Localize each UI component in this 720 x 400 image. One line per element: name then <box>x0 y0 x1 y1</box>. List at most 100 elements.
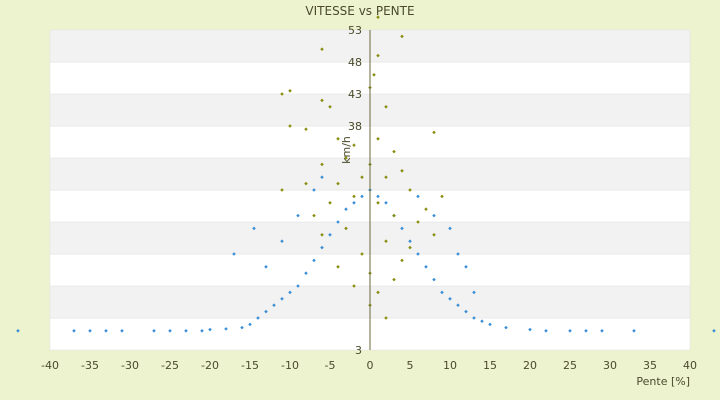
chart-title: VITESSE vs PENTE <box>305 4 414 18</box>
data-point-0-34 <box>424 265 428 269</box>
x-tick-label: -15 <box>241 359 259 372</box>
data-point-0-8 <box>200 329 204 333</box>
data-point-0-14 <box>264 309 268 314</box>
data-point-1-6 <box>288 89 292 93</box>
data-point-1-24 <box>304 181 308 186</box>
data-point-1-40 <box>408 245 412 250</box>
x-tick-label: 5 <box>407 359 414 372</box>
data-point-1-30 <box>376 201 380 205</box>
data-point-0-15 <box>272 303 276 307</box>
data-point-1-46 <box>352 284 356 288</box>
data-point-0-37 <box>448 297 452 301</box>
data-point-0-44 <box>528 327 532 332</box>
data-point-1-39 <box>384 239 388 243</box>
x-tick-label: 15 <box>483 359 497 372</box>
data-point-0-32 <box>408 239 412 243</box>
data-point-0-5 <box>152 329 156 333</box>
data-point-0-17 <box>288 290 292 295</box>
data-point-0-3 <box>104 329 108 333</box>
data-point-1-4 <box>372 73 376 77</box>
data-point-0-41 <box>480 319 484 323</box>
data-point-1-2 <box>320 47 324 51</box>
data-point-1-1 <box>400 34 404 39</box>
data-point-0-40 <box>472 316 476 320</box>
data-point-1-0 <box>376 15 380 19</box>
data-point-0-21 <box>320 245 324 250</box>
data-point-0-57 <box>280 239 284 243</box>
data-point-1-20 <box>320 162 324 167</box>
data-point-0-0 <box>16 329 20 333</box>
x-tick-labels: -40 -35 -30 -25 -20 -15 -10 -5 0 5 10 15 20 25 30 35 40 <box>41 359 697 372</box>
data-point-0-13 <box>256 316 260 320</box>
x-tick-label: 20 <box>523 359 537 372</box>
data-point-0-56 <box>472 290 476 295</box>
data-point-0-4 <box>120 329 124 333</box>
data-point-0-31 <box>400 226 404 231</box>
data-point-1-29 <box>352 194 356 199</box>
y-tick-label: 48 <box>348 56 362 69</box>
data-point-0-48 <box>600 329 604 333</box>
x-tick-label: -25 <box>161 359 179 372</box>
data-point-0-6 <box>168 329 172 333</box>
data-point-0-18 <box>296 284 300 288</box>
x-tick-label: -5 <box>325 359 336 372</box>
data-point-1-26 <box>408 188 412 192</box>
data-point-0-24 <box>344 207 348 211</box>
data-point-1-25 <box>336 181 340 186</box>
data-point-0-20 <box>312 258 316 263</box>
data-point-0-59 <box>312 188 316 192</box>
data-point-0-19 <box>304 271 308 275</box>
data-point-0-42 <box>488 322 492 327</box>
data-point-1-18 <box>344 156 348 160</box>
data-point-0-58 <box>296 213 300 218</box>
data-point-0-33 <box>416 252 420 256</box>
data-point-1-41 <box>360 252 364 256</box>
data-point-0-47 <box>584 329 588 333</box>
y-tick-label: 53 <box>348 24 362 37</box>
x-tick-label: 30 <box>603 359 617 372</box>
data-point-0-23 <box>336 220 340 224</box>
data-point-0-9 <box>208 327 212 332</box>
data-point-0-62 <box>432 213 436 218</box>
data-point-1-3 <box>376 53 380 58</box>
data-point-0-38 <box>456 303 460 307</box>
data-point-1-32 <box>424 207 428 211</box>
data-point-0-51 <box>252 226 256 231</box>
y-axis-label: km/h <box>340 136 353 164</box>
x-tick-label: -10 <box>281 359 299 372</box>
data-point-0-35 <box>432 277 436 282</box>
data-point-0-53 <box>264 265 268 269</box>
data-point-1-35 <box>416 220 420 224</box>
data-point-0-60 <box>320 175 324 179</box>
x-tick-label: 25 <box>563 359 577 372</box>
data-point-0-46 <box>568 329 572 333</box>
x-tick-label: 0 <box>367 359 374 372</box>
y-tick-label: 43 <box>348 88 362 101</box>
x-axis-label: Pente [%] <box>636 375 690 388</box>
data-point-1-27 <box>280 188 284 192</box>
data-point-0-43 <box>504 325 508 330</box>
data-point-0-39 <box>464 309 468 314</box>
data-point-0-61 <box>416 194 420 199</box>
data-point-0-10 <box>224 327 228 331</box>
data-point-0-25 <box>352 201 356 205</box>
data-point-0-54 <box>464 265 468 269</box>
x-tick-label: -40 <box>41 359 59 372</box>
data-point-0-1 <box>72 329 76 333</box>
x-tick-label: 40 <box>683 359 697 372</box>
data-point-0-26 <box>360 194 364 199</box>
data-point-1-31 <box>328 201 332 205</box>
data-point-0-63 <box>448 226 452 231</box>
data-point-1-49 <box>384 316 388 320</box>
data-point-1-47 <box>376 290 380 295</box>
y-tick-label: 38 <box>348 120 362 133</box>
data-point-0-49 <box>632 329 636 333</box>
x-tick-label: 35 <box>643 359 657 372</box>
data-point-0-16 <box>280 297 284 301</box>
data-point-0-11 <box>240 325 244 330</box>
data-point-1-17 <box>392 149 396 154</box>
data-point-1-15 <box>352 143 356 147</box>
data-point-0-55 <box>456 252 460 256</box>
